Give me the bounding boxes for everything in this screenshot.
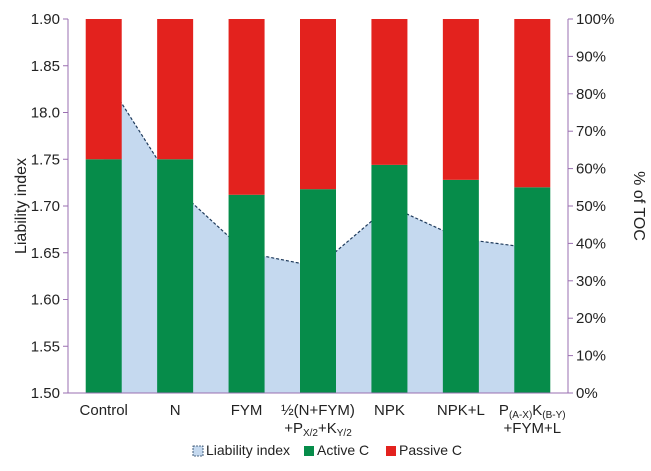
x-label-1-line-0: N [170, 402, 181, 419]
bar-active-6 [514, 187, 551, 393]
bar-active-4 [371, 164, 408, 393]
left-tick-label-3: 1.65 [31, 245, 60, 262]
y-axis-label-right: % of TOC [630, 171, 647, 241]
bar-active-0 [85, 159, 122, 393]
right-tick-label-9: 90% [576, 48, 606, 65]
legend-swatch-liability [192, 445, 204, 457]
bar-active-2 [228, 194, 265, 393]
liability-area [103, 75, 533, 393]
bar-active-3 [300, 189, 336, 393]
left-tick-label-5: 1.75 [31, 151, 60, 168]
left-tick-label-4: 1.70 [31, 198, 60, 215]
label-text: +FYM+L [504, 420, 562, 437]
right-tick-label-5: 50% [576, 198, 606, 215]
legend: Liability index Active C Passive C [192, 442, 462, 458]
x-label-3-line-0: ½(N+FYM) [281, 402, 355, 419]
right-tick-label-3: 30% [576, 273, 606, 290]
subscript-text: X/2 [303, 428, 318, 439]
bar-passive-4 [371, 19, 408, 165]
label-text: N [170, 402, 181, 419]
legend-swatch-1 [304, 446, 314, 456]
x-label-6-line-0: P(A-X)K(B-Y) [499, 402, 566, 421]
left-tick-label-7: 1.85 [31, 58, 60, 75]
legend-label-2: Passive C [399, 442, 462, 458]
right-tick-label-6: 60% [576, 161, 606, 178]
subscript-text: (B-Y) [542, 410, 565, 421]
bar-passive-3 [300, 19, 336, 190]
label-text: P [499, 402, 509, 419]
left-tick-label-2: 1.60 [31, 292, 60, 309]
subscript-text: Y/2 [337, 428, 352, 439]
right-tick-label-0: 0% [576, 385, 598, 402]
label-text: +K [318, 420, 337, 437]
tick-labels-layer: 1.50 1.55 1.60 1.65 1.70 1.75 18.0 1.85 1.90 0% 10… [31, 11, 615, 402]
label-text: ½(N+FYM) [281, 402, 355, 419]
bars-layer [85, 19, 551, 393]
right-tick-label-2: 20% [576, 310, 606, 327]
right-tick-label-7: 70% [576, 123, 606, 140]
bar-passive-0 [85, 19, 122, 160]
right-tick-label-4: 40% [576, 235, 606, 252]
subscript-text: (A-X) [509, 410, 532, 421]
x-label-2-line-0: FYM [231, 402, 263, 419]
left-tick-label-8: 1.90 [31, 11, 60, 28]
bar-passive-6 [514, 19, 551, 188]
right-tick-label-8: 80% [576, 86, 606, 103]
y-axis-label-left: Liability index [13, 158, 30, 254]
label-text: Control [80, 402, 128, 419]
bar-passive-5 [442, 19, 479, 180]
legend-swatch-2 [386, 446, 396, 456]
bar-passive-1 [157, 19, 194, 160]
label-text: +P [284, 420, 303, 437]
left-tick-label-6: 18.0 [31, 105, 60, 122]
x-label-4-line-0: NPK [374, 402, 405, 419]
label-text: K [532, 402, 542, 419]
label-text: FYM [231, 402, 263, 419]
right-tick-label-10: 100% [576, 11, 614, 28]
left-tick-label-1: 1.55 [31, 338, 60, 355]
x-label-0-line-0: Control [80, 402, 128, 419]
bar-passive-2 [228, 19, 265, 195]
bar-active-1 [157, 159, 194, 393]
x-label-3-line-1: +PX/2+KY/2 [284, 420, 352, 439]
x-label-5-line-0: NPK+L [437, 402, 485, 419]
label-text: NPK+L [437, 402, 485, 419]
label-text: NPK [374, 402, 405, 419]
right-tick-label-1: 10% [576, 348, 606, 365]
legend-label-0: Liability index [206, 442, 290, 458]
bar-active-5 [442, 179, 479, 393]
legend-label-1: Active C [317, 442, 369, 458]
x-label-6-line-1: +FYM+L [504, 420, 562, 437]
axes-layer [63, 18, 573, 394]
left-tick-label-0: 1.50 [31, 385, 60, 402]
x-labels-layer: Control N FYM ½(N+FYM)+PX/2+KY/2 NPK NPK+L P(A… [80, 402, 566, 439]
